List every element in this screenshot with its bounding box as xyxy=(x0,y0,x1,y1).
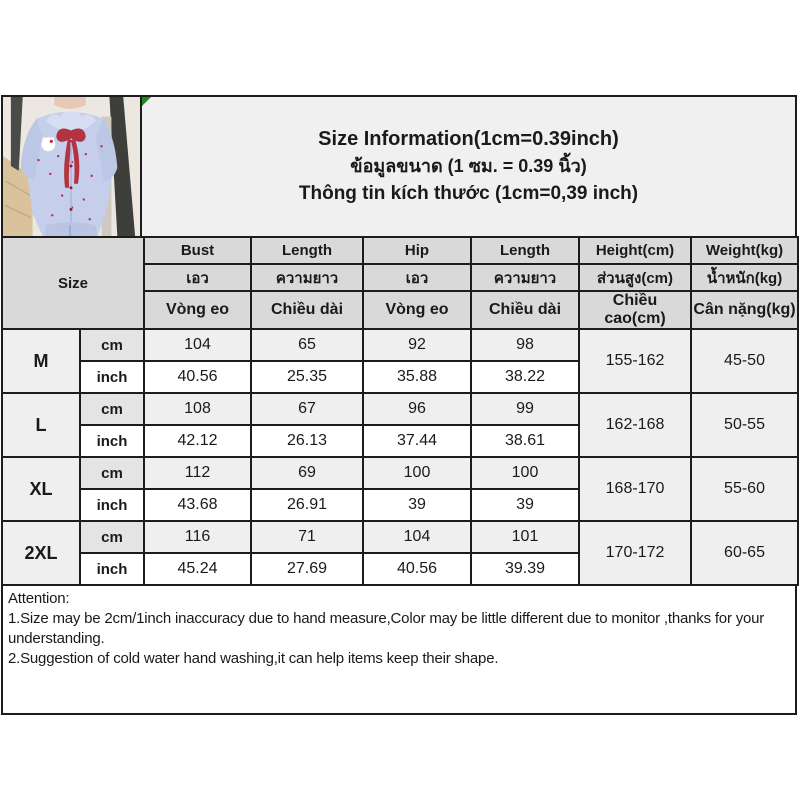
weight-range-cell: 45-50 xyxy=(690,328,800,394)
table-row: L cm 108 67 96 99 162-168 50-55 xyxy=(1,392,800,458)
value-cell: 96 xyxy=(362,392,473,426)
height-range-cell: 168-170 xyxy=(578,456,693,522)
col-header-cell: Chiều cao(cm) xyxy=(578,290,693,330)
value-cell: 26.91 xyxy=(250,488,365,522)
value-cell: 38.22 xyxy=(470,360,581,394)
col-header-cell: Vòng eo xyxy=(362,290,473,330)
value-cell: 108 xyxy=(143,392,253,426)
unit-cell: cm xyxy=(78,520,146,554)
col-header-cell: ส่วนสูง(cm) xyxy=(578,263,693,292)
value-cell: 92 xyxy=(362,328,473,362)
content-block: Size Information(1cm=0.39inch) ข้อมูลขนา… xyxy=(0,95,800,715)
value-cell: 45.24 xyxy=(143,552,253,586)
attention-line-2: 2.Suggestion of cold water hand washing,… xyxy=(8,650,499,667)
value-cell: 25.35 xyxy=(250,360,365,394)
unit-cell: inch xyxy=(78,360,146,394)
size-table: Size Bust Length Hip Length Height(cm) W… xyxy=(0,236,800,586)
value-cell: 43.68 xyxy=(143,488,253,522)
value-cell: 37.44 xyxy=(362,424,473,458)
value-cell: 27.69 xyxy=(250,552,365,586)
col-header-cell: น้ำหนัก(kg) xyxy=(690,263,800,292)
value-cell: 99 xyxy=(470,392,581,426)
col-header-cell: Length xyxy=(470,236,581,265)
value-cell: 116 xyxy=(143,520,253,554)
table-row: XL cm 112 69 100 100 168-170 55-60 xyxy=(1,456,800,522)
col-header-cell: Chiều dài xyxy=(470,290,581,330)
title-cell: Size Information(1cm=0.39inch) ข้อมูลขนา… xyxy=(142,97,795,236)
title-line-vi: Thông tin kích thước (1cm=0,39 inch) xyxy=(298,183,639,204)
value-cell: 39 xyxy=(362,488,473,522)
height-range-cell: 155-162 xyxy=(578,328,693,394)
attention-line-1: 1.Size may be 2cm/1inch inaccuracy due t… xyxy=(8,610,765,647)
col-header-cell: Chiều dài xyxy=(250,290,365,330)
col-header-cell: ความยาว xyxy=(470,263,581,292)
header-row-vi: Vòng eo Chiều dài Vòng eo Chiều dài Chiề… xyxy=(2,290,800,330)
table-row: M cm 104 65 92 98 155-162 45-50 xyxy=(1,328,800,394)
col-header-cell: Bust xyxy=(143,236,253,265)
col-header-cell: Weight(kg) xyxy=(690,236,800,265)
value-cell: 39.39 xyxy=(470,552,581,586)
unit-cell: cm xyxy=(78,328,146,362)
value-cell: 40.56 xyxy=(362,552,473,586)
col-header-cell: เอว xyxy=(143,263,253,292)
header-row-en: Size Bust Length Hip Length Height(cm) W… xyxy=(0,236,800,330)
col-header-cell: ความยาว xyxy=(250,263,365,292)
size-label-cell: 2XL xyxy=(1,520,81,586)
height-range-cell: 162-168 xyxy=(578,392,693,458)
col-header-cell: Vòng eo xyxy=(143,290,253,330)
value-cell: 35.88 xyxy=(362,360,473,394)
value-cell: 39 xyxy=(470,488,581,522)
table-row: 2XL cm 116 71 104 101 170-172 60-65 xyxy=(1,520,800,586)
value-cell: 98 xyxy=(470,328,581,362)
value-cell: 100 xyxy=(470,456,581,490)
col-header-cell: Cân nặng(kg) xyxy=(690,290,800,330)
size-header-cell: Size xyxy=(0,236,146,330)
col-header-cell: Hip xyxy=(362,236,473,265)
value-cell: 104 xyxy=(362,520,473,554)
attention-note: Attention: 1.Size may be 2cm/1inch inacc… xyxy=(1,586,797,715)
value-cell: 101 xyxy=(470,520,581,554)
value-cell: 112 xyxy=(143,456,253,490)
value-cell: 67 xyxy=(250,392,365,426)
table-row: inch 40.56 25.35 35.88 38.22 xyxy=(2,360,798,394)
unit-cell: inch xyxy=(78,488,146,522)
size-label-cell: L xyxy=(1,392,81,458)
value-cell: 104 xyxy=(143,328,253,362)
unit-cell: cm xyxy=(78,392,146,426)
value-cell: 42.12 xyxy=(143,424,253,458)
table-row: inch 42.12 26.13 37.44 38.61 xyxy=(2,424,798,458)
title-line-th: ข้อมูลขนาด (1 ซม. = 0.39 นิ้ว) xyxy=(350,156,587,176)
col-header-cell: เอว xyxy=(362,263,473,292)
table-row: inch 43.68 26.91 39 39 xyxy=(2,488,798,522)
top-row: Size Information(1cm=0.39inch) ข้อมูลขนา… xyxy=(1,95,797,236)
unit-cell: inch xyxy=(78,424,146,458)
value-cell: 100 xyxy=(362,456,473,490)
height-range-cell: 170-172 xyxy=(578,520,693,586)
attention-heading: Attention: xyxy=(8,590,70,607)
unit-cell: inch xyxy=(78,552,146,586)
green-corner-marker-icon xyxy=(142,97,151,106)
col-header-cell: Height(cm) xyxy=(578,236,693,265)
title-line-en: Size Information(1cm=0.39inch) xyxy=(318,128,619,150)
value-cell: 69 xyxy=(250,456,365,490)
product-photo-illustration xyxy=(3,97,140,236)
weight-range-cell: 60-65 xyxy=(690,520,800,586)
weight-range-cell: 50-55 xyxy=(690,392,800,458)
value-cell: 71 xyxy=(250,520,365,554)
value-cell: 65 xyxy=(250,328,365,362)
header-row-th: เอว ความยาว เอว ความยาว ส่วนสูง(cm) น้ำห… xyxy=(2,263,800,292)
unit-cell: cm xyxy=(78,456,146,490)
size-label-cell: XL xyxy=(1,456,81,522)
weight-range-cell: 55-60 xyxy=(690,456,800,522)
product-photo xyxy=(3,97,142,236)
value-cell: 26.13 xyxy=(250,424,365,458)
size-label-cell: M xyxy=(1,328,81,394)
col-header-cell: Length xyxy=(250,236,365,265)
value-cell: 38.61 xyxy=(470,424,581,458)
value-cell: 40.56 xyxy=(143,360,253,394)
table-row: inch 45.24 27.69 40.56 39.39 xyxy=(2,552,798,586)
